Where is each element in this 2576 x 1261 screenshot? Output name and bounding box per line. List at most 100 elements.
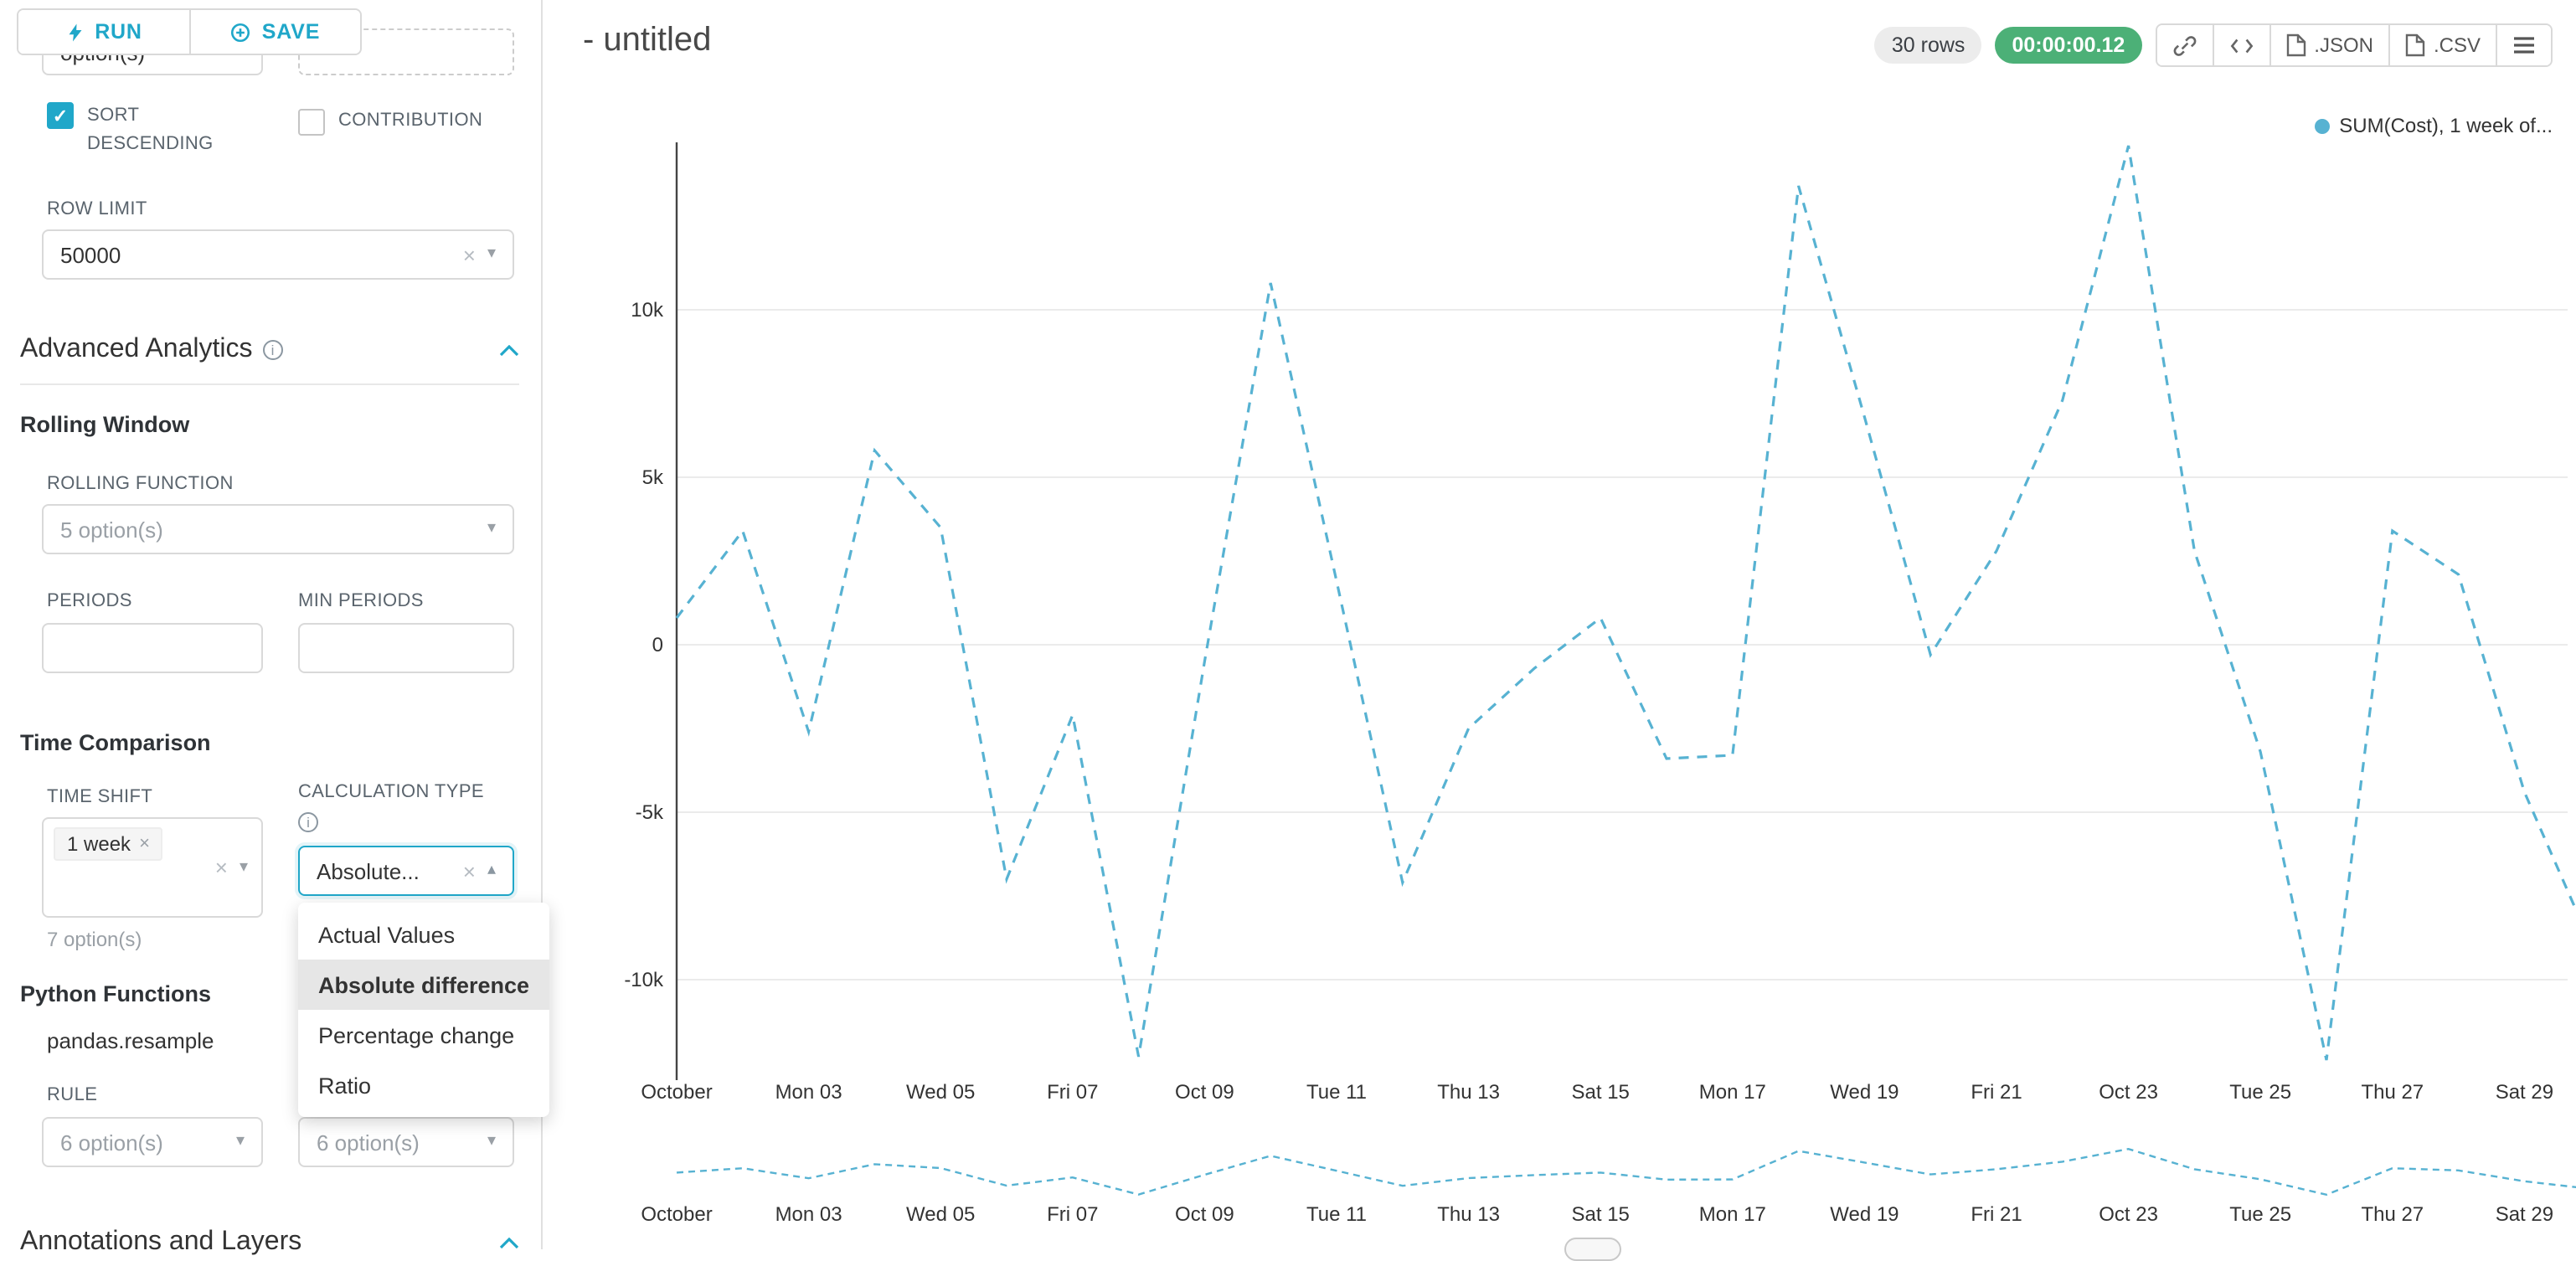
svg-text:Wed 05: Wed 05 (906, 1081, 975, 1104)
svg-text:Fri 07: Fri 07 (1047, 1203, 1098, 1226)
mini-chart-handle[interactable] (1564, 1238, 1621, 1261)
rolling-window-title: Rolling Window (20, 412, 190, 437)
sort-descending-option: SORT DESCENDING (47, 102, 268, 159)
svg-text:Oct 09: Oct 09 (1175, 1081, 1234, 1104)
svg-text:10k: 10k (631, 299, 664, 322)
annotations-layers-title: Annotations and Layers (20, 1228, 302, 1256)
remove-tag-icon[interactable]: × (139, 833, 150, 853)
method-placeholder: 6 option(s) (317, 1130, 420, 1155)
svg-text:Sat 15: Sat 15 (1572, 1203, 1630, 1226)
svg-text:Oct 23: Oct 23 (2099, 1203, 2158, 1226)
svg-text:Mon 03: Mon 03 (775, 1081, 842, 1104)
svg-text:Wed 05: Wed 05 (906, 1203, 975, 1226)
chart-header-actions: 30 rows 00:00:00.12 .JSON .CSV (1874, 23, 2553, 67)
svg-text:Oct 09: Oct 09 (1175, 1203, 1234, 1226)
svg-text:Tue 25: Tue 25 (2229, 1081, 2291, 1104)
svg-text:Sat 15: Sat 15 (1572, 1081, 1630, 1104)
svg-text:Mon 17: Mon 17 (1699, 1203, 1766, 1226)
contribution-option: CONTRIBUTION (298, 107, 482, 136)
view-query-button[interactable] (2212, 25, 2269, 65)
dropdown-option-ratio[interactable]: Ratio (318, 1073, 372, 1098)
run-button[interactable]: RUN (18, 10, 188, 54)
time-shift-multiselect[interactable]: 1 week × × ▾ (42, 817, 263, 918)
rule-select[interactable]: 6 option(s) ▾ (42, 1117, 263, 1167)
periods-label: PERIODS (47, 591, 132, 611)
chevron-up-icon[interactable] (499, 344, 519, 356)
clear-icon[interactable]: × (462, 858, 476, 883)
clear-icon[interactable]: × (462, 242, 476, 267)
svg-text:Fri 21: Fri 21 (1971, 1203, 2022, 1226)
lightning-icon (68, 23, 81, 41)
chart-panel: - untitled 30 rows 00:00:00.12 .JSON .CS… (543, 0, 2576, 1261)
timeseries-line-chart[interactable]: 10k 5k 0 -5k -10k October October Mon 03 Mon 03 W… (543, 0, 2576, 1249)
row-count-badge: 30 rows (1874, 27, 1982, 64)
query-timer-badge: 00:00:00.12 (1995, 27, 2142, 64)
calculation-type-value: Absolute... (317, 858, 420, 883)
rule-label: RULE (47, 1085, 98, 1105)
menu-icon (2514, 37, 2534, 54)
rolling-function-label: ROLLING FUNCTION (47, 474, 234, 494)
sort-descending-checkbox[interactable] (47, 102, 74, 129)
dropdown-option-absolute-difference[interactable]: Absolute difference (298, 960, 549, 1010)
export-csv-button[interactable]: .CSV (2388, 25, 2496, 65)
time-shift-label: TIME SHIFT (47, 787, 153, 807)
svg-text:Mon 17: Mon 17 (1699, 1081, 1766, 1104)
info-icon (262, 340, 283, 360)
rolling-function-placeholder: 5 option(s) (60, 517, 163, 542)
row-limit-value: 50000 (60, 242, 121, 267)
contribution-checkbox[interactable] (298, 108, 325, 135)
time-shift-tag: 1 week × (54, 827, 163, 861)
chevron-up-icon: ▴ (487, 861, 496, 879)
legend-label: SUM(Cost), 1 week of... (2339, 114, 2553, 137)
svg-text:Thu 13: Thu 13 (1437, 1203, 1500, 1226)
advanced-analytics-section[interactable]: Advanced Analytics (20, 335, 519, 385)
svg-text:Oct 23: Oct 23 (2099, 1081, 2158, 1104)
svg-text:Thu 27: Thu 27 (2361, 1203, 2424, 1226)
save-button-label: SAVE (261, 20, 321, 44)
time-comparison-title: Time Comparison (20, 730, 211, 755)
svg-text:Thu 27: Thu 27 (2361, 1081, 2424, 1104)
file-icon (2286, 33, 2306, 57)
chevron-up-icon[interactable] (499, 1237, 519, 1248)
chevron-down-icon: ▾ (239, 857, 248, 876)
rolling-function-select[interactable]: 5 option(s) ▾ (42, 504, 514, 554)
min-periods-input[interactable] (298, 623, 514, 673)
svg-text:Tue 25: Tue 25 (2229, 1203, 2291, 1226)
svg-text:Sat 29: Sat 29 (2496, 1081, 2553, 1104)
svg-text:Fri 07: Fri 07 (1047, 1081, 1098, 1104)
save-icon (231, 22, 250, 42)
export-json-button[interactable]: .JSON (2269, 25, 2388, 65)
export-json-label: .JSON (2314, 33, 2373, 57)
svg-text:October: October (641, 1081, 712, 1104)
method-select[interactable]: 6 option(s) ▾ (298, 1117, 514, 1167)
contribution-label: CONTRIBUTION (338, 111, 483, 131)
python-functions-title: Python Functions (20, 981, 211, 1006)
periods-input[interactable] (42, 623, 263, 673)
time-shift-hint: 7 option(s) (47, 928, 142, 951)
dropdown-option-actual-values[interactable]: Actual Values (318, 922, 456, 947)
info-icon (298, 812, 318, 832)
svg-text:Wed 19: Wed 19 (1830, 1203, 1899, 1226)
svg-text:Sat 29: Sat 29 (2496, 1203, 2553, 1226)
chart-legend[interactable]: SUM(Cost), 1 week of... (2314, 114, 2553, 137)
run-save-toolbar: RUN SAVE (17, 8, 362, 55)
annotations-layers-section[interactable]: Annotations and Layers (20, 1228, 519, 1258)
clear-icon[interactable]: × (214, 855, 228, 880)
time-shift-tag-label: 1 week (67, 832, 131, 856)
copy-link-button[interactable] (2156, 25, 2213, 65)
save-button[interactable]: SAVE (188, 10, 360, 54)
more-options-button[interactable] (2496, 25, 2551, 65)
svg-text:Wed 19: Wed 19 (1830, 1081, 1899, 1104)
calculation-type-select[interactable]: Absolute... × ▴ (298, 846, 514, 896)
chevron-down-icon: ▾ (487, 1132, 496, 1150)
svg-text:October: October (641, 1203, 712, 1226)
rule-placeholder: 6 option(s) (60, 1130, 163, 1155)
run-button-label: RUN (95, 20, 142, 44)
svg-text:Mon 03: Mon 03 (775, 1203, 842, 1226)
svg-text:Fri 21: Fri 21 (1971, 1081, 2022, 1104)
dropdown-option-percentage-change[interactable]: Percentage change (318, 1022, 515, 1047)
row-limit-select[interactable]: 50000 × ▾ (42, 229, 514, 280)
file-icon (2405, 33, 2425, 57)
code-icon (2229, 38, 2253, 53)
